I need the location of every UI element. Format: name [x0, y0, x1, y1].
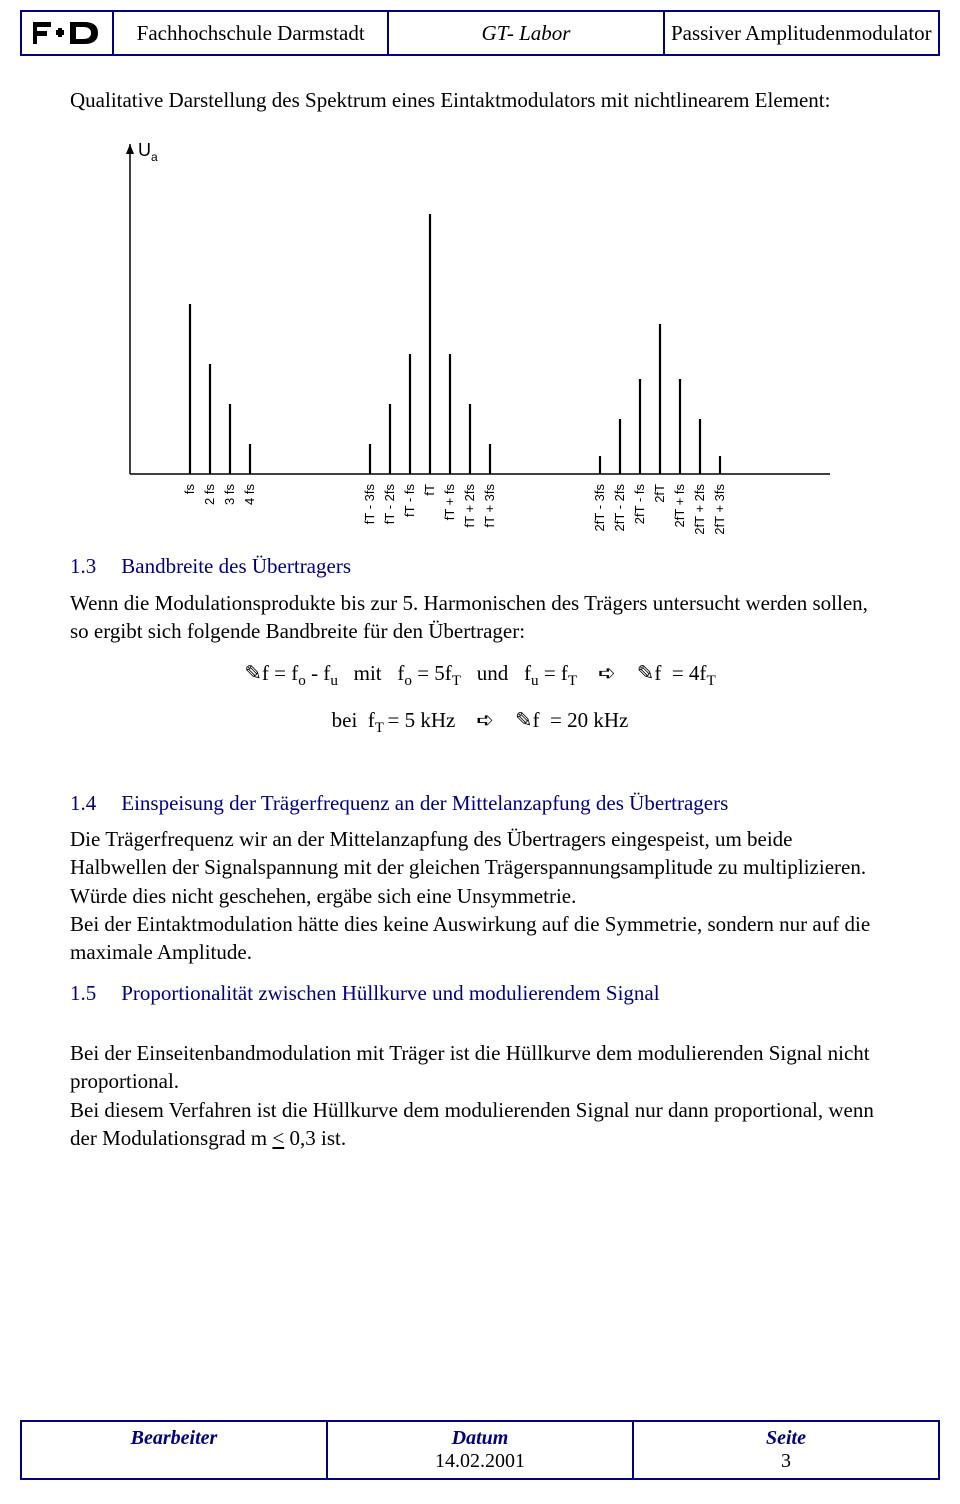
footer-label-bearbeiter: Bearbeiter: [131, 1427, 218, 1450]
svg-text:2fT - 3fs: 2fT - 3fs: [592, 484, 607, 532]
section-1-5-p1: Bei der Einseitenbandmodulation mit Träg…: [70, 1039, 890, 1096]
footer-page-value: 3: [781, 1450, 791, 1473]
section-1-4-heading: 1.4 Einspeisung der Trägerfrequenz an de…: [70, 789, 890, 817]
equation-2: bei fT = 5 kHz ➪ ✎f = 20 kHz: [70, 706, 890, 739]
section-1-5-heading: 1.5 Proportionalität zwischen Hüllkurve …: [70, 979, 890, 1007]
svg-text:3 fs: 3 fs: [222, 484, 237, 505]
svg-text:2fT - 2fs: 2fT - 2fs: [612, 484, 627, 532]
header-lab: GT- Labor: [389, 12, 664, 54]
svg-text:fT - fs: fT - fs: [402, 484, 417, 517]
section-1-5-title: Proportionalität zwischen Hüllkurve und …: [121, 981, 659, 1005]
footer-seite: Seite 3: [634, 1422, 938, 1478]
section-1-5-p2: Bei diesem Verfahren ist die Hüllkurve d…: [70, 1096, 890, 1153]
equation-1: ✎f = fo - fu mit fo = 5fT und fu = fT ➪ …: [70, 659, 890, 692]
svg-text:2fT + 3fs: 2fT + 3fs: [712, 484, 727, 534]
svg-text:2fT + 2fs: 2fT + 2fs: [692, 484, 707, 534]
section-1-3-title: Bandbreite des Übertragers: [121, 554, 351, 578]
section-1-4-num: 1.4: [70, 789, 116, 817]
svg-text:4 fs: 4 fs: [242, 484, 257, 505]
section-1-4-p3: Bei der Eintaktmodulation hätte dies kei…: [70, 910, 890, 967]
section-1-3-heading: 1.3 Bandbreite des Übertragers: [70, 552, 890, 580]
svg-text:2 fs: 2 fs: [202, 484, 217, 505]
svg-text:2fT - fs: 2fT - fs: [632, 484, 647, 525]
section-1-4-title: Einspeisung der Trägerfrequenz an der Mi…: [121, 791, 728, 815]
svg-text:fT + fs: fT + fs: [442, 484, 457, 521]
footer-label-seite: Seite: [766, 1427, 806, 1450]
school-logo: [22, 12, 114, 54]
svg-text:2fT + fs: 2fT + fs: [672, 484, 687, 528]
svg-text:2fT: 2fT: [652, 484, 667, 503]
section-1-4-p1: Die Trägerfrequenz wir an der Mittelanza…: [70, 825, 890, 882]
section-1-4-p2: Würde dies nicht geschehen, ergäbe sich …: [70, 882, 890, 910]
page-footer: Bearbeiter Datum 14.02.2001 Seite 3: [20, 1420, 940, 1480]
footer-date-value: 14.02.2001: [435, 1450, 525, 1473]
svg-text:fs: fs: [182, 484, 197, 495]
spectrum-chart: Uaffs2 fs3 fs4 fsfT - 3fsfT - 2fsfT - fs…: [90, 134, 890, 534]
svg-text:fT + 2fs: fT + 2fs: [462, 484, 477, 528]
svg-text:fT: fT: [422, 484, 437, 496]
section-1-3-num: 1.3: [70, 552, 116, 580]
section-1-3-p1: Wenn die Modulationsprodukte bis zur 5. …: [70, 589, 890, 646]
svg-text:fT + 3fs: fT + 3fs: [482, 484, 497, 528]
svg-text:fT - 3fs: fT - 3fs: [362, 484, 377, 525]
section-1-5-num: 1.5: [70, 979, 116, 1007]
footer-datum: Datum 14.02.2001: [328, 1422, 634, 1478]
footer-label-datum: Datum: [452, 1427, 509, 1450]
intro-text: Qualitative Darstellung des Spektrum ein…: [70, 86, 890, 114]
svg-text:fT - 2fs: fT - 2fs: [382, 484, 397, 525]
header-school: Fachhochschule Darmstadt: [114, 12, 389, 54]
header-title: Passiver Amplitudenmodulator: [665, 12, 938, 54]
footer-bearbeiter: Bearbeiter: [22, 1422, 328, 1478]
page-header: Fachhochschule Darmstadt GT- Labor Passi…: [20, 10, 940, 56]
svg-text:Ua: Ua: [138, 140, 158, 164]
